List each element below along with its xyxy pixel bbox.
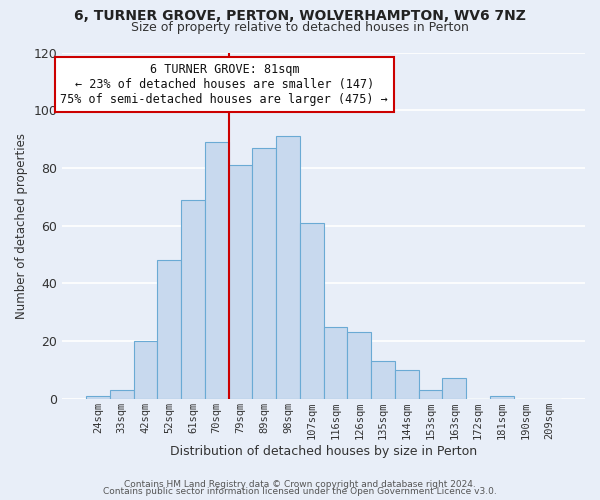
Bar: [110, 390, 134, 398]
Bar: [86, 396, 110, 398]
Bar: [157, 260, 181, 398]
Bar: [300, 222, 323, 398]
Text: Contains public sector information licensed under the Open Government Licence v3: Contains public sector information licen…: [103, 487, 497, 496]
Bar: [395, 370, 419, 398]
Bar: [442, 378, 466, 398]
Bar: [181, 200, 205, 398]
Bar: [490, 396, 514, 398]
Text: Size of property relative to detached houses in Perton: Size of property relative to detached ho…: [131, 21, 469, 34]
Bar: [323, 326, 347, 398]
Bar: [229, 165, 253, 398]
Bar: [134, 341, 157, 398]
Text: 6, TURNER GROVE, PERTON, WOLVERHAMPTON, WV6 7NZ: 6, TURNER GROVE, PERTON, WOLVERHAMPTON, …: [74, 9, 526, 23]
Text: 6 TURNER GROVE: 81sqm
← 23% of detached houses are smaller (147)
75% of semi-det: 6 TURNER GROVE: 81sqm ← 23% of detached …: [61, 63, 388, 106]
Bar: [276, 136, 300, 398]
Text: Contains HM Land Registry data © Crown copyright and database right 2024.: Contains HM Land Registry data © Crown c…: [124, 480, 476, 489]
X-axis label: Distribution of detached houses by size in Perton: Distribution of detached houses by size …: [170, 444, 477, 458]
Bar: [419, 390, 442, 398]
Y-axis label: Number of detached properties: Number of detached properties: [15, 132, 28, 318]
Bar: [205, 142, 229, 399]
Bar: [253, 148, 276, 398]
Bar: [371, 361, 395, 399]
Bar: [347, 332, 371, 398]
